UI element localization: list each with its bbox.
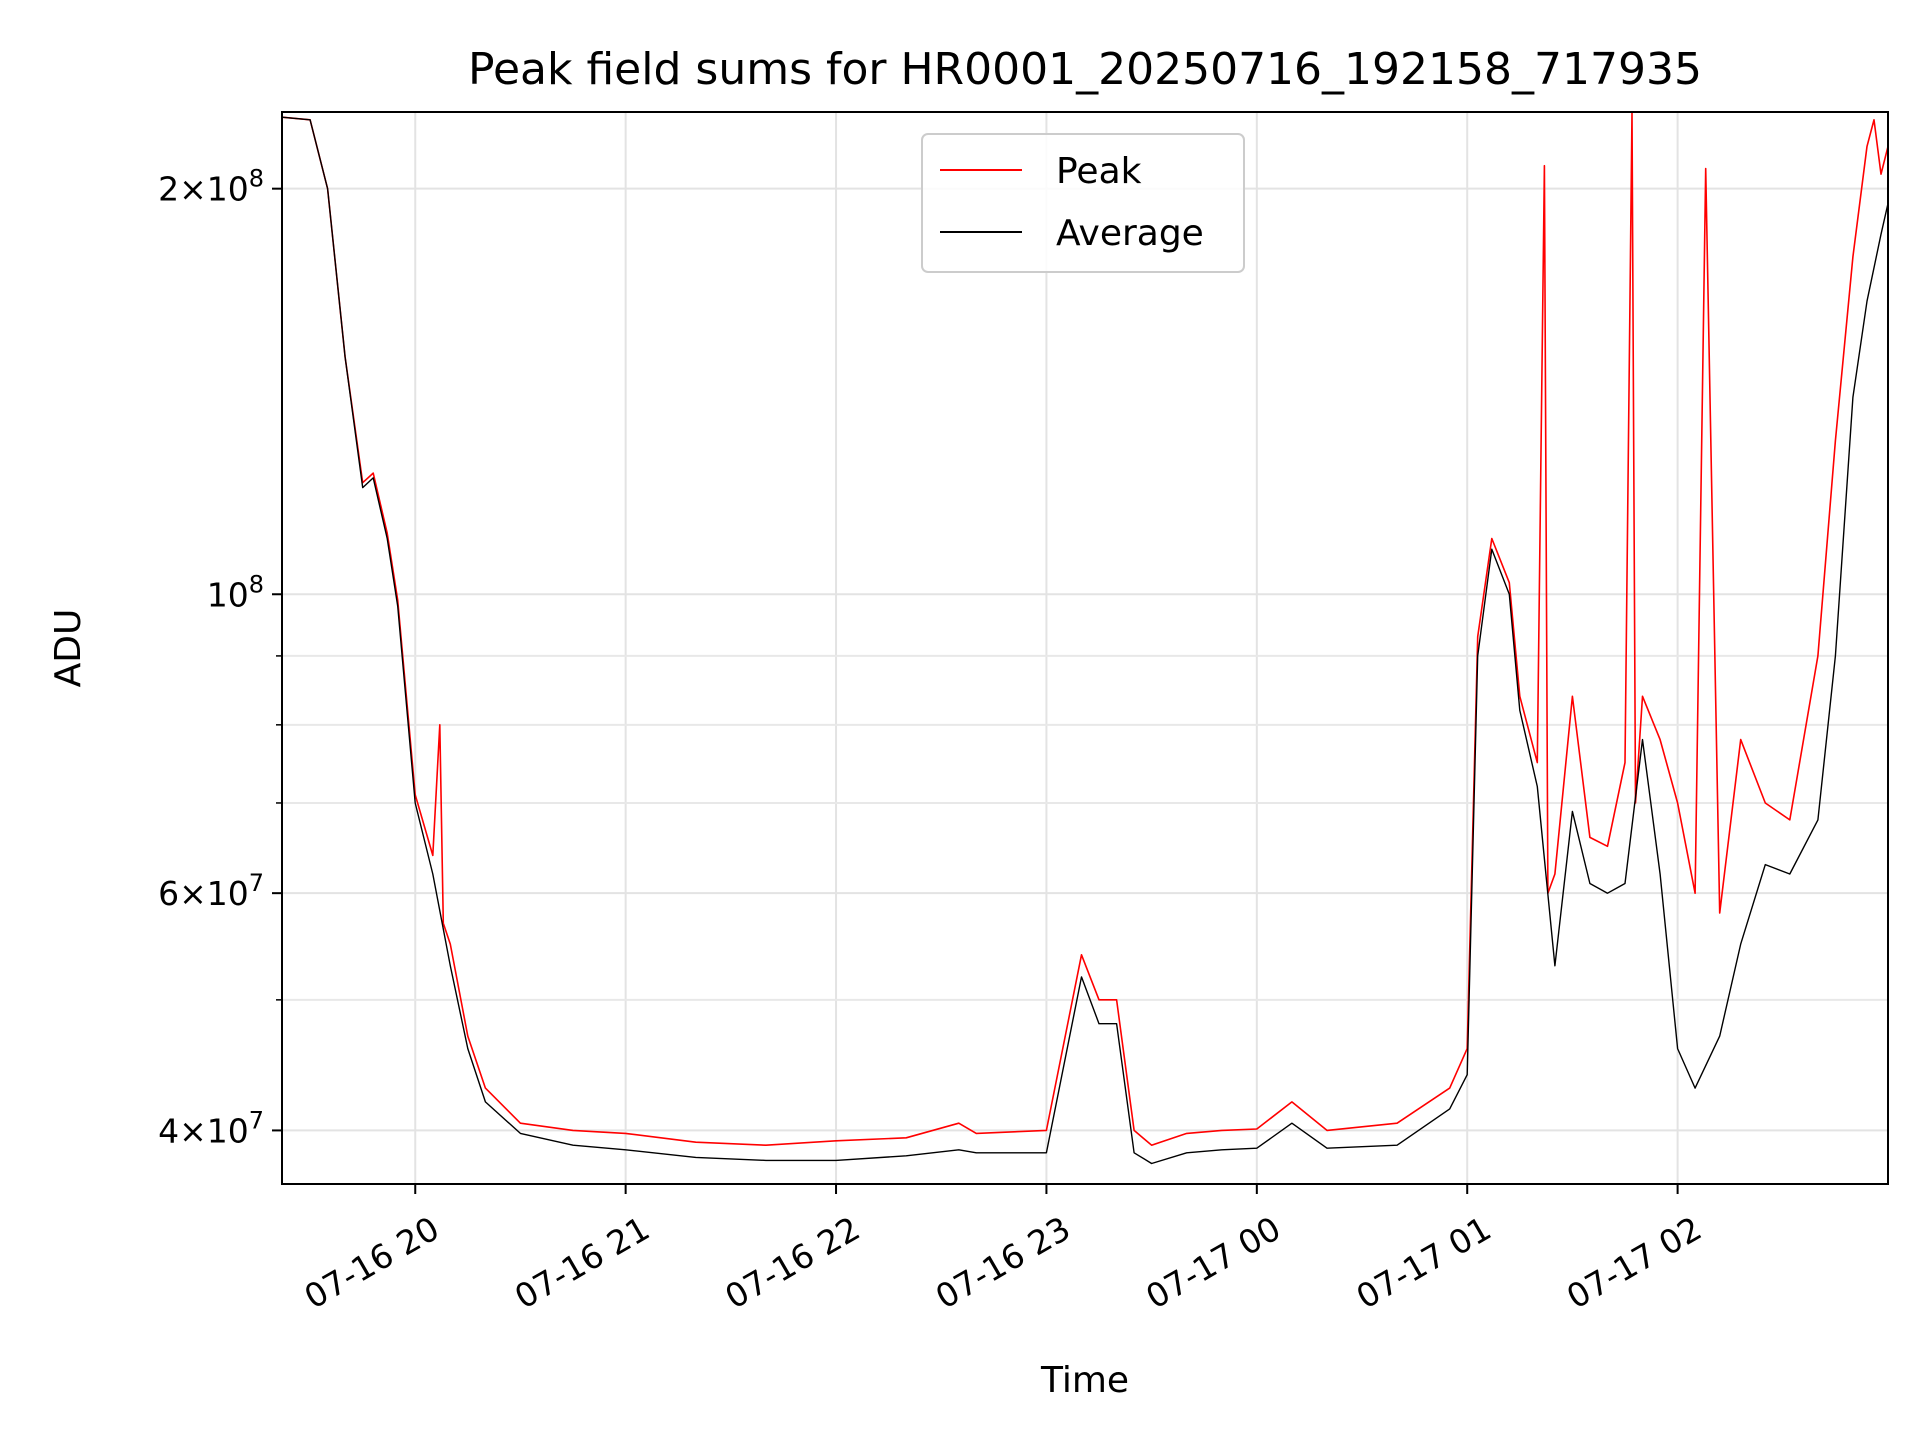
y-tick-label-3: 2×108	[158, 165, 264, 209]
y-tick-label-0: 4×107	[158, 1106, 264, 1150]
series-line-peak	[282, 112, 1888, 1146]
legend-label-peak: Peak	[1056, 151, 1142, 192]
legend: Peak Average	[921, 133, 1245, 273]
legend-label-average: Average	[1056, 213, 1204, 254]
legend-box	[921, 133, 1245, 273]
axes-frame	[281, 111, 1889, 1185]
y-tick-label-1: 6×107	[158, 869, 264, 913]
series-line-average	[282, 116, 1888, 1165]
y-axis-label: ADU	[48, 609, 89, 688]
chart-title: Peak field sums for HR0001_20250716_1921…	[468, 44, 1702, 95]
x-axis-label: Time	[1040, 1360, 1129, 1401]
plot-lines	[282, 112, 1888, 1165]
y-tick-label-2: 108	[207, 570, 264, 614]
